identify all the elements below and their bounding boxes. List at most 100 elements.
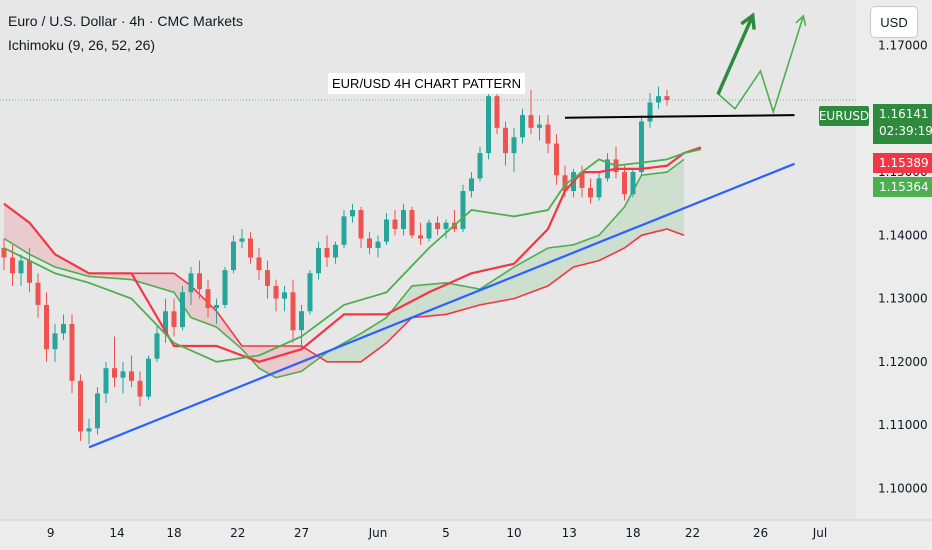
candle-body [375,241,381,248]
cloud-segment [641,174,646,236]
cloud-segment [195,290,200,321]
candle [554,134,559,185]
candle [664,89,670,106]
candle [44,292,49,362]
cloud-segment [446,282,451,315]
cloud-segment [497,275,502,302]
last-price-tag: 1.16141 02:39:19 [873,104,932,144]
candle [52,323,58,362]
cloud-segment [301,346,306,372]
candle-body [409,210,415,236]
cloud-segment [191,285,196,320]
cloud-segment [114,273,119,279]
cloud-segment [407,285,412,322]
candle-body [222,270,228,305]
drawing-tools[interactable] [0,12,856,449]
candle [273,279,279,312]
cloud-segment [450,283,455,314]
cloud-segment [645,174,650,235]
cloud-segment [522,259,527,296]
candle [401,203,406,236]
candle-body [61,323,66,334]
candle-body [639,121,644,173]
candle-body [664,96,670,100]
cloud-segment [110,273,115,279]
cloud-segment [327,349,332,362]
candle [443,219,449,239]
cloud-segment [603,225,608,259]
candle-body [299,311,304,331]
cloud-segment [199,294,204,323]
cloud-segment [25,219,30,255]
cloud-segment [416,285,421,318]
ichimoku-red-price-tag: 1.15389 [873,153,932,173]
cloud-segment [59,256,64,270]
candle-body [401,210,406,230]
candle [333,241,338,264]
time-axis[interactable]: 9 14 18 22 27 Jun 5 10 13 18 22 26 Jul [0,519,932,550]
candle-body [520,115,525,138]
candle [146,355,151,400]
candle [154,323,160,362]
currency-button[interactable]: USD [870,6,918,38]
cloud-segment [650,173,655,234]
cloud-segment [471,287,476,308]
cloud-segment [55,254,60,269]
cloud-segment [637,175,642,239]
candle-body [1,247,7,258]
candle [418,222,423,245]
candle-body [307,273,313,312]
candle [282,285,287,312]
price-tick-label: 1.10000 [878,481,928,495]
time-tick-label: 10 [506,526,521,540]
candle-body [154,333,160,359]
candle-body [112,368,117,378]
candle [265,260,270,299]
candle [596,172,602,201]
candle [486,83,491,160]
cloud-segment [225,322,230,339]
price-tick-label: 1.11000 [878,418,928,432]
candle-body [528,115,534,128]
candle-body [341,216,347,245]
ichimoku-green-price-tag: 1.15364 [873,177,932,197]
cloud-segment [259,346,264,371]
cloud-segment [501,272,506,301]
ascending-trendline [88,162,795,449]
cloud-segment [467,286,472,309]
candle [18,254,24,286]
candle [137,371,143,407]
indicator-legend[interactable]: Ichimoku (9, 26, 52, 26) [8,37,156,53]
candle-body [52,333,58,350]
cloud-segment [531,255,536,293]
cloud-segment [208,302,213,326]
cloud-segment [106,273,111,279]
last-price-value: 1.16141 [879,107,929,121]
candle-body [367,238,372,248]
candle [605,153,610,182]
candle [307,270,313,315]
candle-body [460,191,466,230]
symbol-price-label: EURUSD [819,106,869,126]
cloud-segment [123,273,128,280]
candle-body [180,292,185,328]
cloud-segment [577,241,582,266]
chart-annotation-text[interactable]: EUR/USD 4H CHART PATTERN [328,73,526,94]
cloud-segment [348,338,353,362]
candle-body [545,124,551,144]
candle-body [579,172,585,188]
candle-body [188,273,194,293]
candle-body [562,175,568,192]
symbol-title[interactable]: Euro / U.S. Dollar · 4h · CMC Markets [8,13,243,29]
cloud-segment [161,273,166,290]
cloud-segment [624,198,629,248]
candle [324,235,330,267]
cloud-segment [475,288,480,307]
cloud-span-b-line [3,203,685,363]
time-tick-label: 22 [230,526,245,540]
cloud-segment [403,291,408,327]
cloud-segment [365,328,370,359]
candle-body [231,241,236,271]
